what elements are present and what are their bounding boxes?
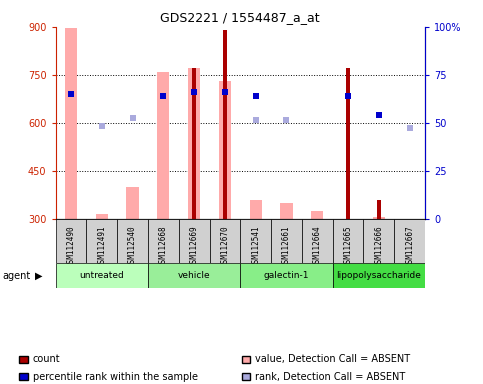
Text: count: count [33,354,60,364]
Bar [148,219,179,263]
Text: untreated: untreated [79,271,124,280]
Bar [210,219,240,263]
Bar [219,81,231,219]
Bar [117,219,148,263]
Bar [250,200,262,219]
Text: GSM112541: GSM112541 [251,225,260,267]
Bar [56,263,148,288]
Text: GSM112670: GSM112670 [220,225,229,267]
Bar [96,214,108,219]
Bar [179,219,210,263]
Bar [86,219,117,263]
Bar [188,68,200,219]
Bar [302,219,333,263]
Text: GSM112661: GSM112661 [282,225,291,267]
Text: rank, Detection Call = ABSENT: rank, Detection Call = ABSENT [255,372,405,382]
Text: lipopolysaccharide: lipopolysaccharide [337,271,421,280]
Bar [192,68,197,219]
Text: GSM112491: GSM112491 [97,225,106,267]
Text: GSM112664: GSM112664 [313,225,322,267]
Text: percentile rank within the sample: percentile rank within the sample [33,372,198,382]
Bar [333,219,364,263]
Bar [157,72,170,219]
Bar [364,219,394,263]
Bar [373,217,385,219]
Bar [65,28,77,219]
Bar [271,219,302,263]
Text: GSM112490: GSM112490 [67,225,75,267]
Text: GSM112540: GSM112540 [128,225,137,267]
Text: GSM112666: GSM112666 [374,225,384,267]
Bar [240,263,333,288]
Bar [240,219,271,263]
Text: galectin-1: galectin-1 [264,271,309,280]
Text: vehicle: vehicle [178,271,211,280]
Text: value, Detection Call = ABSENT: value, Detection Call = ABSENT [255,354,410,364]
Text: GSM112668: GSM112668 [159,225,168,267]
Bar [377,200,381,219]
Bar [223,30,227,219]
Bar [333,263,425,288]
Text: GSM112665: GSM112665 [343,225,353,267]
Bar [280,203,293,219]
Text: ▶: ▶ [35,270,43,281]
Text: GSM112669: GSM112669 [190,225,199,267]
Bar [346,68,350,219]
Bar [148,263,241,288]
Bar [56,219,86,263]
Text: GSM112667: GSM112667 [405,225,414,267]
Bar [127,187,139,219]
Bar [394,219,425,263]
Bar [311,211,324,219]
Text: agent: agent [2,270,30,281]
Title: GDS2221 / 1554487_a_at: GDS2221 / 1554487_a_at [160,11,320,24]
